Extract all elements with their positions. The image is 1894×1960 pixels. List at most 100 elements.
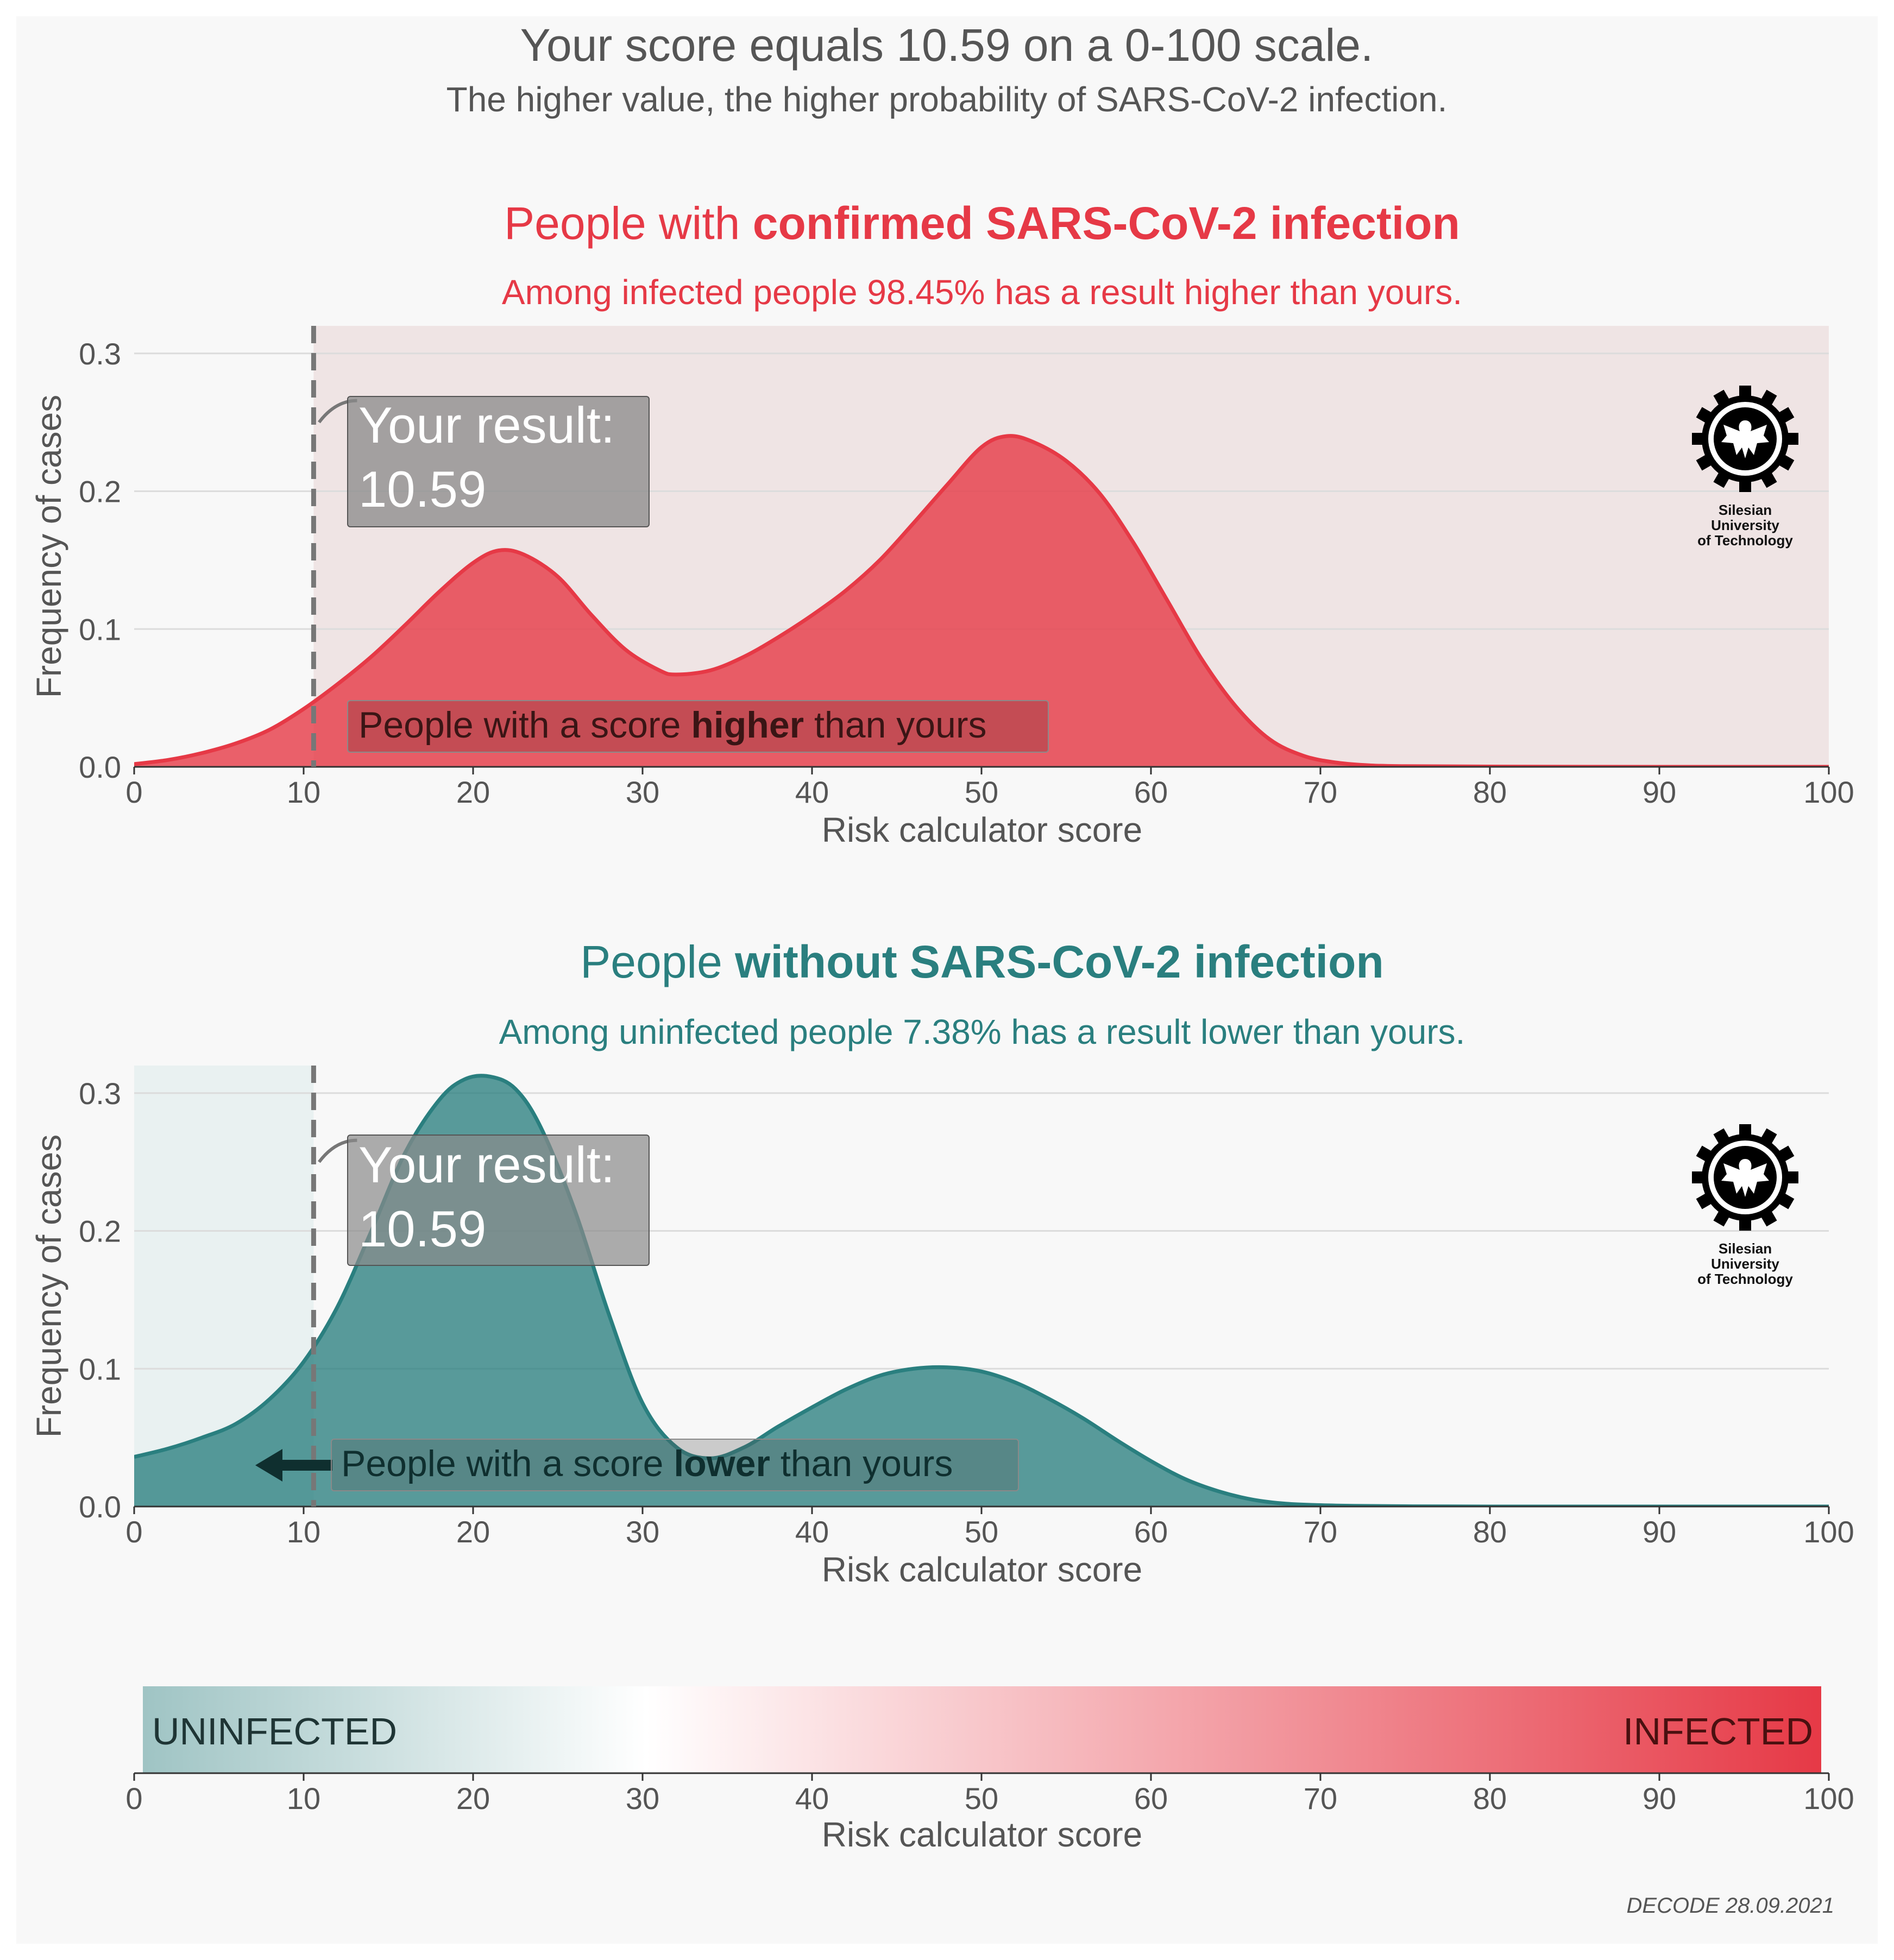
uninfected-university-logo: Silesian University of Technology (1692, 1124, 1798, 1287)
x-tick-label: 10 (287, 775, 320, 809)
x-tick-label: 80 (1473, 1515, 1507, 1549)
uninfected-y-axis-label: Frequency of cases (29, 1135, 68, 1438)
x-tick-label: 90 (1643, 1515, 1676, 1549)
logo-line-3: of Technology (1697, 1271, 1793, 1287)
infected-region-suffix: than yours (804, 704, 986, 746)
y-tick-label: 0.1 (79, 1352, 121, 1386)
logo-line-2: University (1711, 1256, 1779, 1272)
infected-x-axis-label: Risk calculator score (822, 810, 1142, 849)
infected-x-ticks: 0 10 20 30 40 50 60 70 80 90 100 (125, 767, 1854, 809)
uninfected-y-ticks: 0.0 0.1 0.2 0.3 (79, 1076, 121, 1524)
uninfected-region-prefix: People with a score (341, 1443, 674, 1484)
uninfected-x-axis-label: Risk calculator score (822, 1550, 1142, 1589)
colorbar-tick-label: 40 (795, 1781, 829, 1816)
colorbar-left-label: UNINFECTED (152, 1710, 397, 1753)
colorbar-x-axis-label: Risk calculator score (822, 1815, 1142, 1854)
uninfected-region-bold: lower (674, 1443, 770, 1484)
colorbar-tick-label: 20 (456, 1781, 490, 1816)
uninfected-title-prefix: People (580, 936, 735, 987)
uninfected-region-note: People with a score lower than yours (255, 1439, 1019, 1491)
uninfected-region-note-box (331, 1439, 1019, 1491)
page-subtitle: The higher value, the higher probability… (446, 80, 1448, 119)
colorbar-tick-label: 0 (125, 1781, 142, 1816)
x-tick-label: 40 (795, 1515, 829, 1549)
colorbar-tick-label: 70 (1304, 1781, 1337, 1816)
uninfected-title-bold: without SARS-CoV-2 infection (734, 936, 1384, 987)
uninfected-region-suffix: than yours (770, 1443, 953, 1484)
x-tick-label: 80 (1473, 775, 1507, 809)
x-tick-label: 70 (1304, 1515, 1337, 1549)
infected-result-box (347, 396, 650, 527)
infected-chart: People with confirmed SARS-CoV-2 infecti… (29, 198, 1854, 849)
infected-y-axis-label: Frequency of cases (29, 395, 68, 698)
x-tick-label: 30 (626, 1515, 659, 1549)
x-tick-label: 90 (1643, 775, 1676, 809)
colorbar-tick-label: 30 (626, 1781, 659, 1816)
uninfected-result-box (347, 1135, 650, 1266)
colorbar-x-ticks: 0 10 20 30 40 50 60 70 80 90 100 (125, 1773, 1854, 1816)
y-tick-label: 0.2 (79, 475, 121, 509)
infected-chart-title: People with confirmed SARS-CoV-2 infecti… (504, 198, 1460, 249)
uninfected-result-callout: Your result: 10.59 (347, 1135, 650, 1266)
y-tick-label: 0.3 (79, 337, 121, 371)
logo-line-3: of Technology (1697, 532, 1793, 549)
y-tick-label: 0.1 (79, 612, 121, 646)
x-tick-label: 50 (965, 1515, 998, 1549)
x-tick-label: 30 (626, 775, 659, 809)
x-tick-label: 10 (287, 1515, 320, 1549)
uninfected-chart-title: People without SARS-CoV-2 infection (580, 936, 1384, 987)
infected-result-callout: Your result: 10.59 (347, 396, 650, 527)
uninfected-chart: People without SARS-CoV-2 infection Amon… (29, 936, 1854, 1589)
uninfected-result-label: Your result: (358, 1136, 615, 1193)
logo-line-1: Silesian (1719, 1240, 1772, 1257)
infected-university-logo: Silesian University of Technology (1692, 386, 1798, 549)
infected-region-bold: higher (691, 704, 804, 746)
y-tick-label: 0.3 (79, 1076, 121, 1111)
infected-title-prefix: People with (504, 198, 753, 249)
logo-line-1: Silesian (1719, 502, 1772, 518)
uninfected-x-ticks: 0 10 20 30 40 50 60 70 80 90 100 (125, 1507, 1854, 1549)
uninfected-result-value: 10.59 (358, 1200, 486, 1257)
infected-result-value: 10.59 (358, 461, 486, 518)
x-tick-label: 40 (795, 775, 829, 809)
colorbar-tick-label: 100 (1803, 1781, 1854, 1816)
page-title: Your score equals 10.59 on a 0-100 scale… (520, 20, 1374, 71)
x-tick-label: 20 (456, 775, 490, 809)
university-logo-eagle-icon (1721, 1159, 1769, 1197)
infected-region-note-box (347, 700, 1049, 753)
x-tick-label: 0 (125, 1515, 142, 1549)
x-tick-label: 60 (1134, 1515, 1168, 1549)
x-tick-label: 100 (1803, 1515, 1854, 1549)
risk-colorbar: UNINFECTED INFECTED 0 10 20 30 40 50 60 70 80 90 1… (125, 1686, 1854, 1854)
x-tick-label: 50 (965, 775, 998, 809)
x-tick-label: 60 (1134, 775, 1168, 809)
infected-result-label: Your result: (358, 396, 615, 453)
left-arrow-icon (255, 1449, 282, 1482)
y-tick-label: 0.0 (79, 1490, 121, 1524)
infected-region-note: People with a score higher than yours (347, 700, 1049, 753)
colorbar-tick-label: 90 (1643, 1781, 1676, 1816)
x-tick-label: 20 (456, 1515, 490, 1549)
colorbar-tick-label: 60 (1134, 1781, 1168, 1816)
infected-chart-subtitle: Among infected people 98.45% has a resul… (502, 273, 1462, 312)
infected-region-prefix: People with a score (358, 704, 691, 746)
x-tick-label: 100 (1803, 775, 1854, 809)
y-tick-label: 0.2 (79, 1214, 121, 1249)
colorbar-tick-label: 10 (287, 1781, 320, 1816)
colorbar-tick-label: 80 (1473, 1781, 1507, 1816)
colorbar-right-label: INFECTED (1623, 1710, 1813, 1753)
colorbar-gradient (143, 1686, 1821, 1773)
infected-density-curve (134, 434, 1829, 767)
y-tick-label: 0.0 (79, 750, 121, 784)
logo-line-2: University (1711, 517, 1779, 533)
uninfected-region-note-text: People with a score lower than yours (341, 1443, 953, 1484)
footer-credit: DECODE 28.09.2021 (1627, 1894, 1834, 1918)
x-tick-label: 70 (1304, 775, 1337, 809)
colorbar-tick-label: 50 (965, 1781, 998, 1816)
uninfected-chart-subtitle: Among uninfected people 7.38% has a resu… (499, 1012, 1465, 1051)
infected-title-bold: confirmed SARS-CoV-2 infection (753, 198, 1460, 249)
university-logo-eagle-icon (1721, 420, 1769, 458)
infected-y-ticks: 0.0 0.1 0.2 0.3 (79, 337, 121, 784)
